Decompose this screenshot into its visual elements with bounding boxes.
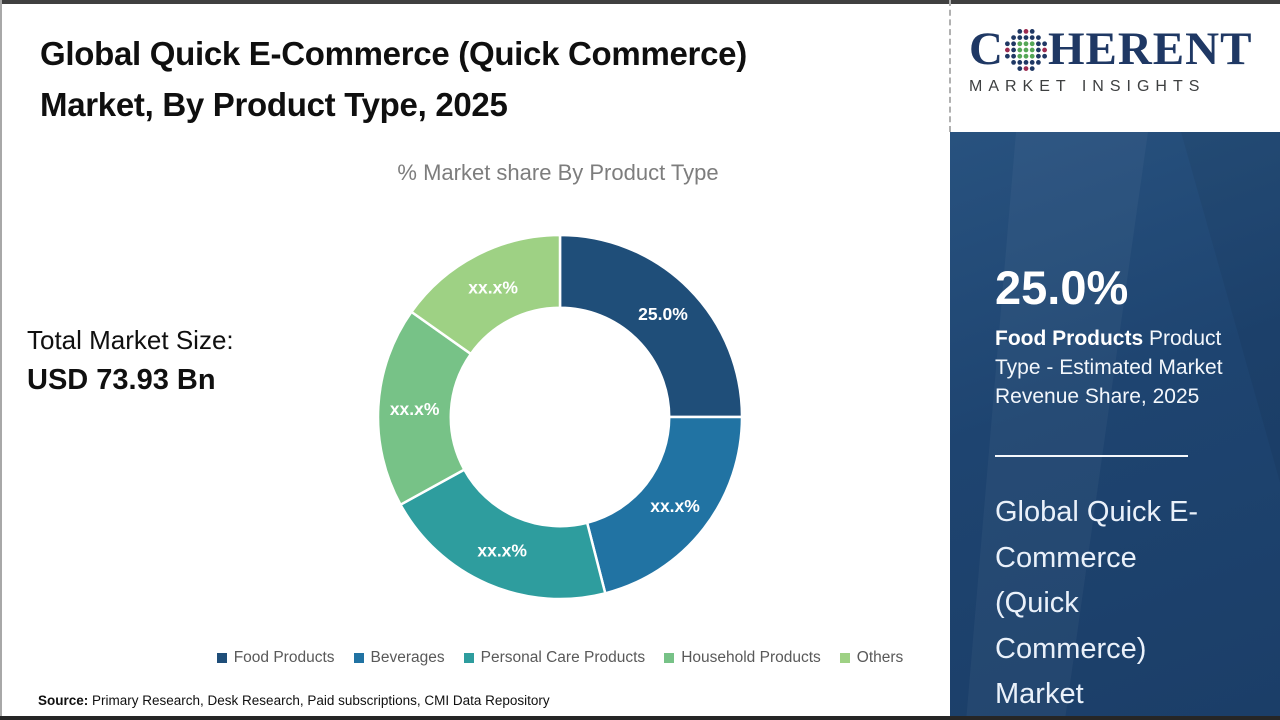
globe-dot (1035, 40, 1041, 46)
donut-chart: 25.0% xx.x% xx.x% xx.x% xx.x% (370, 227, 750, 607)
legend-item-others: Others (839, 649, 904, 667)
globe-dot (1042, 40, 1047, 46)
globe-dot (1023, 47, 1029, 52)
logo-letters-herent: HERENT (1047, 23, 1253, 75)
panel-market-headline: Global Quick E- Commerce (Quick Commerce… (995, 496, 1199, 710)
globe-dot (1029, 40, 1035, 46)
legend-swatch (216, 653, 227, 663)
globe-dot (1029, 47, 1035, 52)
globe-dot (1035, 59, 1041, 65)
globe-dot (1023, 53, 1029, 59)
legend-label: Food Products (233, 649, 335, 666)
right-info-panel: 25.0% Food Products Product Type - Estim… (950, 132, 1280, 716)
chart-legend: Food Products Beverages Personal Care Prod… (160, 644, 960, 672)
donut-slice-food-products (558, 233, 744, 419)
source-text: Primary Research, Desk Research, Paid su… (88, 693, 550, 708)
slice-label-personal-care-products: xx.x% (477, 541, 527, 561)
globe-dot (1042, 47, 1047, 52)
globe-dot (1017, 53, 1023, 59)
total-market-size-block: Total Market Size: USD 73.93 Bn (27, 325, 234, 397)
globe-dot (1004, 40, 1010, 46)
chart-subtitle: % Market share By Product Type (397, 160, 719, 185)
legend-label: Others (856, 649, 904, 666)
top-border-strip (0, 0, 1280, 4)
globe-dot (1023, 59, 1029, 65)
slice-label-others: xx.x% (468, 278, 518, 298)
globe-dot (1017, 65, 1023, 71)
legend-item-beverages: Beverages (353, 649, 445, 667)
legend-item-household-products: Household Products (664, 649, 821, 667)
globe-dot (1011, 34, 1016, 40)
left-border-line (0, 0, 2, 720)
globe-dot (1035, 34, 1041, 40)
brand-logo-area: C HERENT MARKET INSIGHTS (951, 4, 1280, 132)
highlight-stat-description: Food Products Product Type - Estimated M… (995, 324, 1251, 411)
globe-dot (1017, 34, 1023, 40)
donut-slice-beverages (585, 415, 744, 595)
globe-dot (1017, 40, 1023, 46)
legend-swatch (839, 653, 850, 663)
globe-dot (1035, 53, 1041, 59)
globe-dot (1017, 59, 1023, 65)
bottom-border-strip (0, 716, 1280, 720)
globe-dot (1042, 53, 1047, 59)
globe-dot (1029, 59, 1035, 65)
globe-dot (1035, 47, 1041, 52)
globe-dot (1023, 28, 1029, 34)
legend-swatch (353, 653, 364, 663)
source-label: Source: (38, 693, 89, 708)
globe-dot (1023, 40, 1029, 46)
legend-label: Personal Care Products (480, 649, 646, 666)
total-market-size-label: Total Market Size: (27, 325, 234, 355)
globe-dot (1029, 53, 1035, 59)
stat-description-rest: Product Type - Estimated Market Revenue … (995, 327, 1223, 408)
globe-dot (1004, 53, 1010, 59)
globe-dot (1029, 34, 1035, 40)
slice-label-beverages: xx.x% (650, 496, 700, 516)
globe-dot (1011, 47, 1016, 52)
vertical-dashed-divider (949, 0, 951, 132)
coherent-market-insights-logo: C HERENT MARKET INSIGHTS (969, 26, 1265, 96)
source-line: Source: Primary Research, Desk Research,… (38, 693, 550, 708)
legend-swatch (664, 653, 675, 663)
total-market-size-value: USD 73.93 Bn (27, 364, 216, 396)
stat-category-name: Food Products (995, 327, 1144, 350)
globe-dot (1011, 59, 1016, 65)
slice-label-household-products: xx.x% (390, 399, 440, 419)
logo-wordmark: C HERENT (969, 26, 1265, 73)
legend-label: Household Products (681, 649, 821, 666)
globe-dot (1011, 53, 1016, 59)
logo-letter-c: C (969, 23, 1004, 75)
legend-label: Beverages (370, 649, 445, 666)
donut-chart-svg: 25.0% xx.x% xx.x% xx.x% xx.x% (376, 233, 744, 601)
slice-label-food-products: 25.0% (638, 304, 688, 324)
globe-dot (1023, 34, 1029, 40)
globe-dot (1029, 65, 1035, 71)
globe-dot (1011, 40, 1016, 46)
globe-dot (1029, 28, 1035, 34)
panel-divider-line (995, 455, 1188, 457)
highlight-stat-value: 25.0% (995, 261, 1129, 314)
globe-dots-icon (1004, 28, 1047, 71)
legend-item-personal-care-products: Personal Care Products (463, 649, 646, 667)
globe-dot (1017, 28, 1023, 34)
legend-item-food-products: Food Products (216, 649, 335, 667)
donut-slice-others (410, 233, 562, 356)
page-title: Global Quick E-Commerce (Quick Commerce)… (40, 35, 747, 124)
legend-swatch (463, 653, 474, 663)
donut-slice-personal-care-products (399, 468, 607, 601)
logo-subtitle: MARKET INSIGHTS (969, 78, 1206, 95)
globe-dot (1023, 65, 1029, 71)
globe-dot (1004, 47, 1010, 52)
globe-dot (1017, 47, 1023, 52)
